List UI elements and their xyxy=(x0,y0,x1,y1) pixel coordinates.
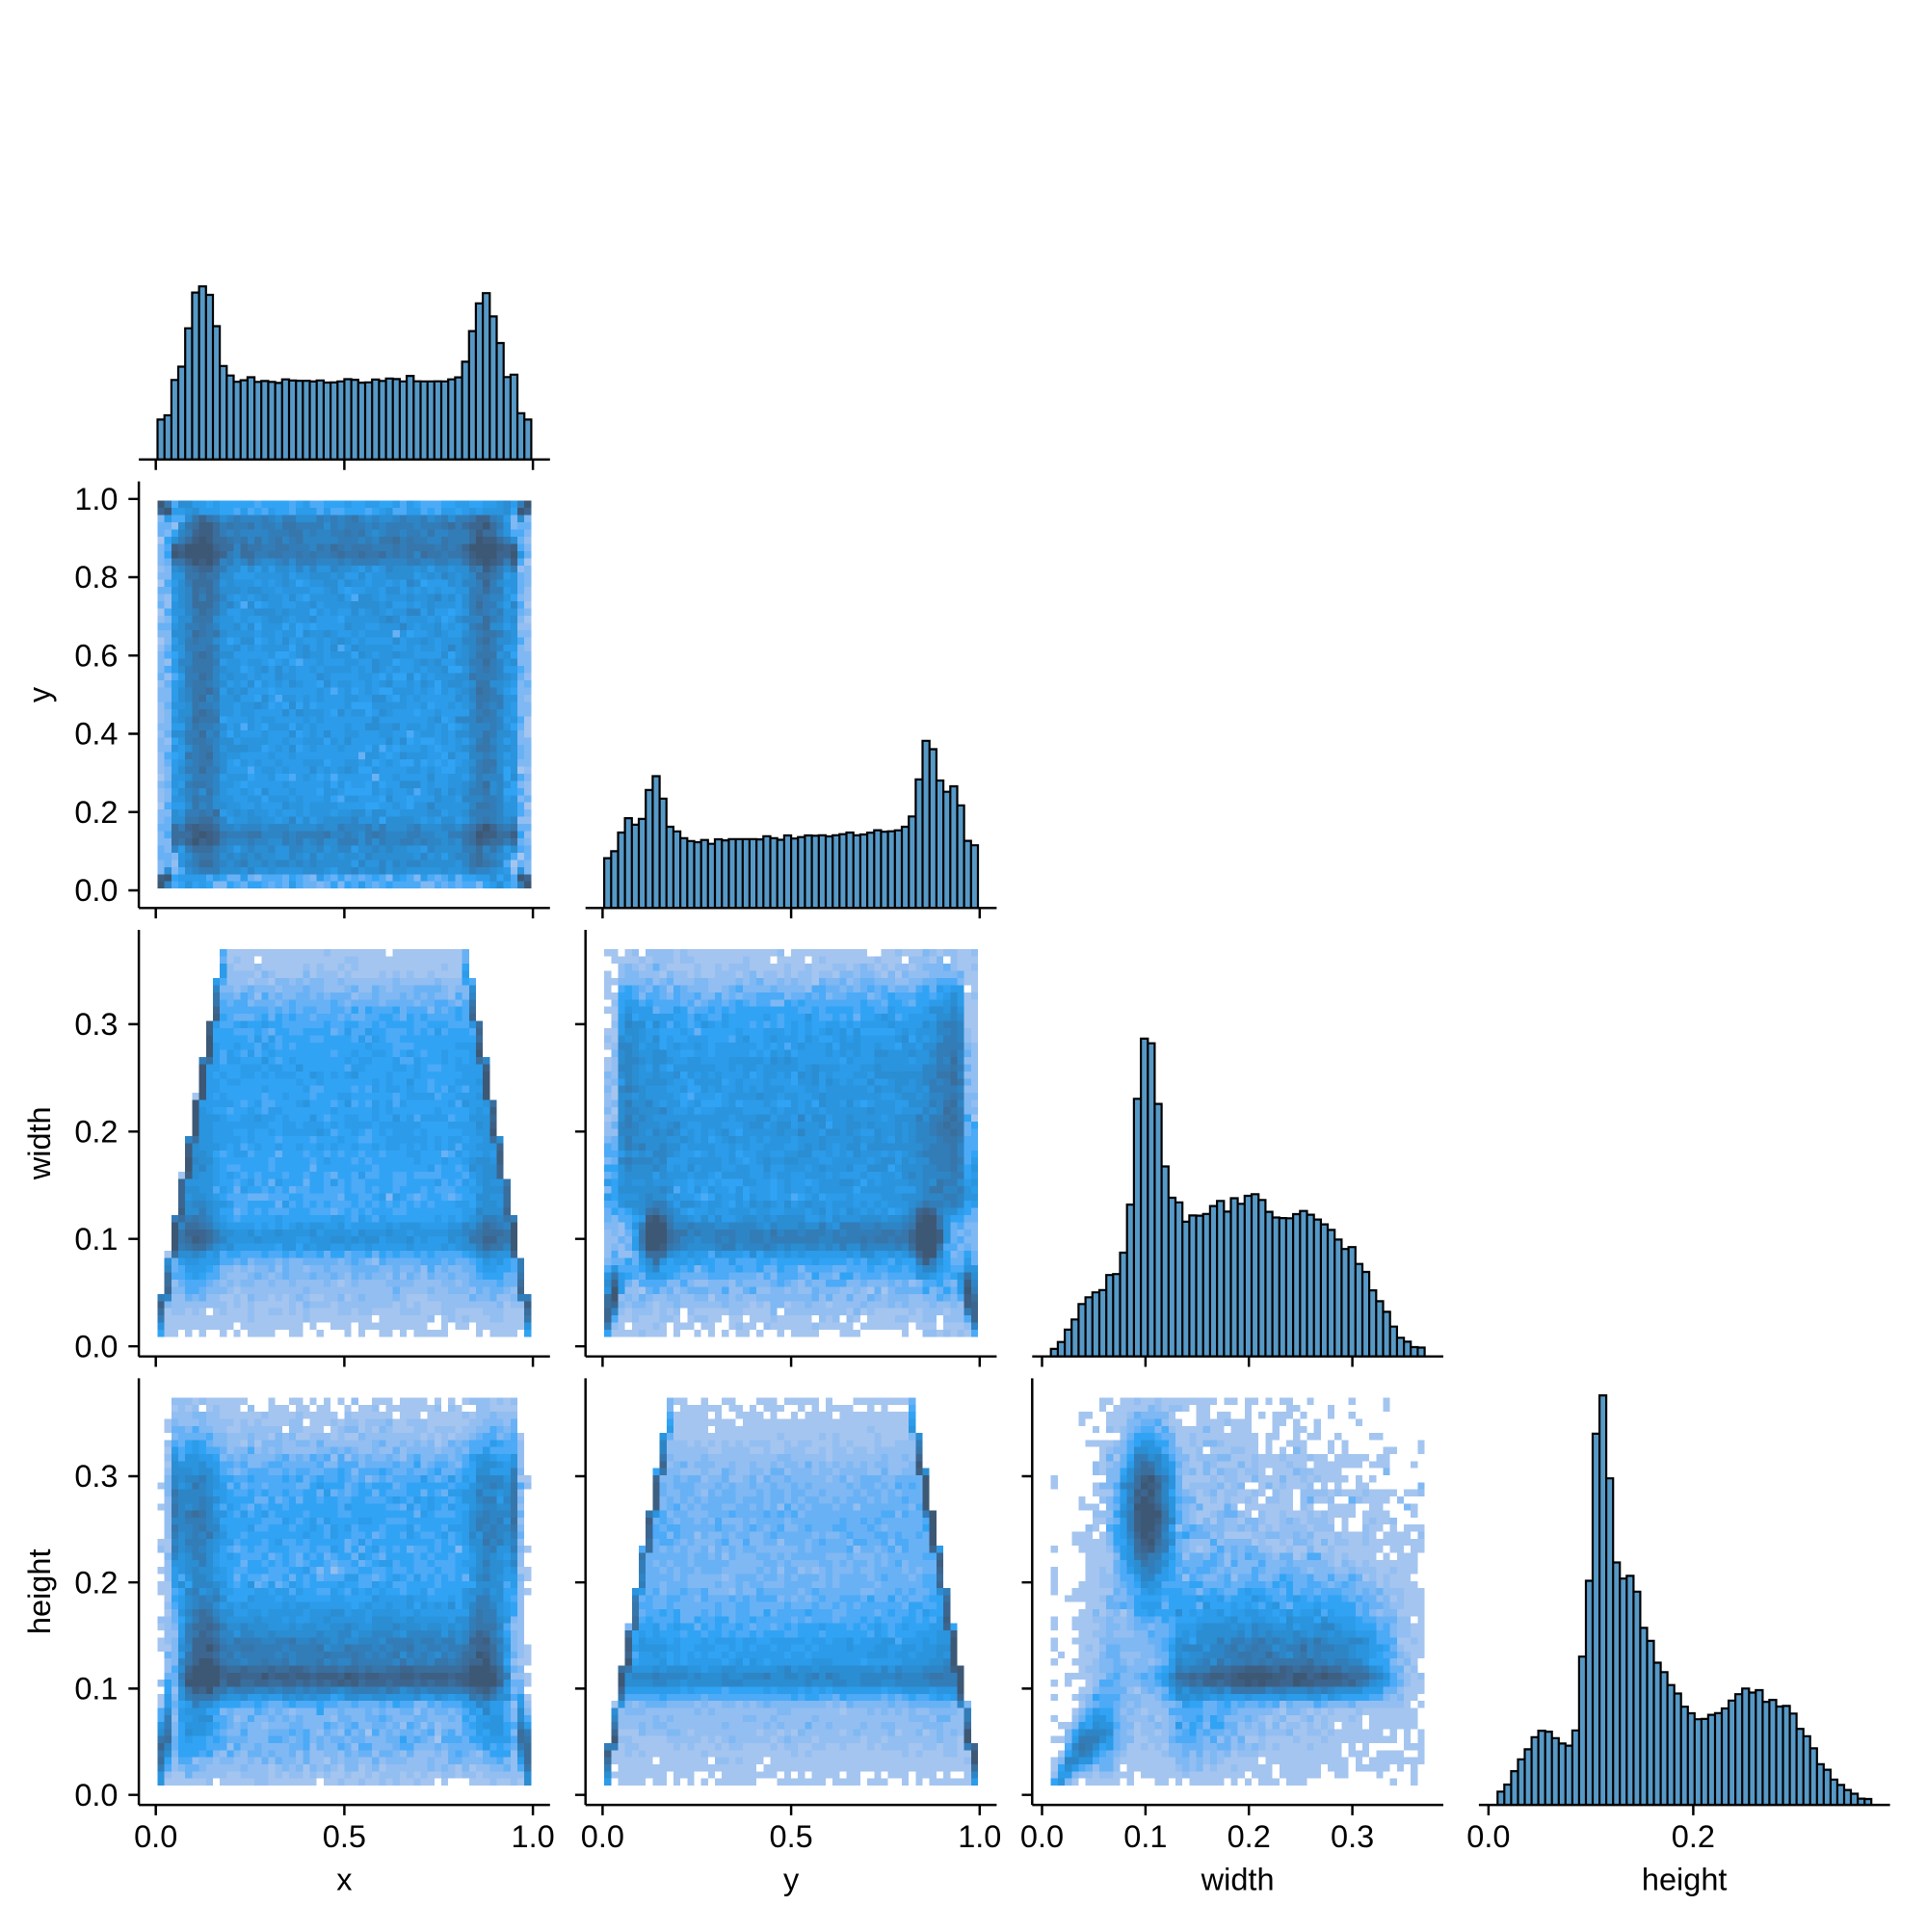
svg-text:0.0: 0.0 xyxy=(74,1329,118,1363)
svg-text:height: height xyxy=(22,1549,57,1635)
svg-text:0.0: 0.0 xyxy=(1020,1819,1064,1854)
svg-text:0.3: 0.3 xyxy=(1331,1819,1374,1854)
svg-text:0.8: 0.8 xyxy=(74,560,118,595)
svg-text:0.6: 0.6 xyxy=(74,639,118,674)
svg-text:1.0: 1.0 xyxy=(74,482,118,516)
svg-text:width: width xyxy=(1201,1863,1275,1897)
svg-text:0.1: 0.1 xyxy=(74,1222,118,1257)
svg-text:0.2: 0.2 xyxy=(74,1115,118,1150)
svg-text:0.0: 0.0 xyxy=(74,873,118,908)
svg-text:0.0: 0.0 xyxy=(1466,1819,1510,1854)
svg-text:0.1: 0.1 xyxy=(1123,1819,1167,1854)
svg-text:height: height xyxy=(1642,1863,1728,1897)
svg-text:0.2: 0.2 xyxy=(1672,1819,1715,1854)
svg-text:y: y xyxy=(783,1863,800,1897)
svg-text:y: y xyxy=(22,686,57,702)
svg-text:0.0: 0.0 xyxy=(581,1819,624,1854)
svg-text:width: width xyxy=(22,1106,57,1180)
svg-text:0.5: 0.5 xyxy=(323,1819,366,1854)
svg-text:0.4: 0.4 xyxy=(74,717,118,752)
svg-text:0.3: 0.3 xyxy=(74,1007,118,1042)
svg-text:x: x xyxy=(336,1863,352,1897)
svg-text:0.0: 0.0 xyxy=(74,1778,118,1813)
svg-text:0.3: 0.3 xyxy=(74,1459,118,1494)
svg-text:1.0: 1.0 xyxy=(958,1819,1001,1854)
svg-text:0.5: 0.5 xyxy=(770,1819,813,1854)
svg-text:0.2: 0.2 xyxy=(74,1565,118,1600)
svg-text:0.0: 0.0 xyxy=(134,1819,177,1854)
svg-text:1.0: 1.0 xyxy=(512,1819,555,1854)
svg-text:0.1: 0.1 xyxy=(74,1672,118,1707)
svg-text:0.2: 0.2 xyxy=(74,795,118,830)
svg-text:0.2: 0.2 xyxy=(1227,1819,1271,1854)
